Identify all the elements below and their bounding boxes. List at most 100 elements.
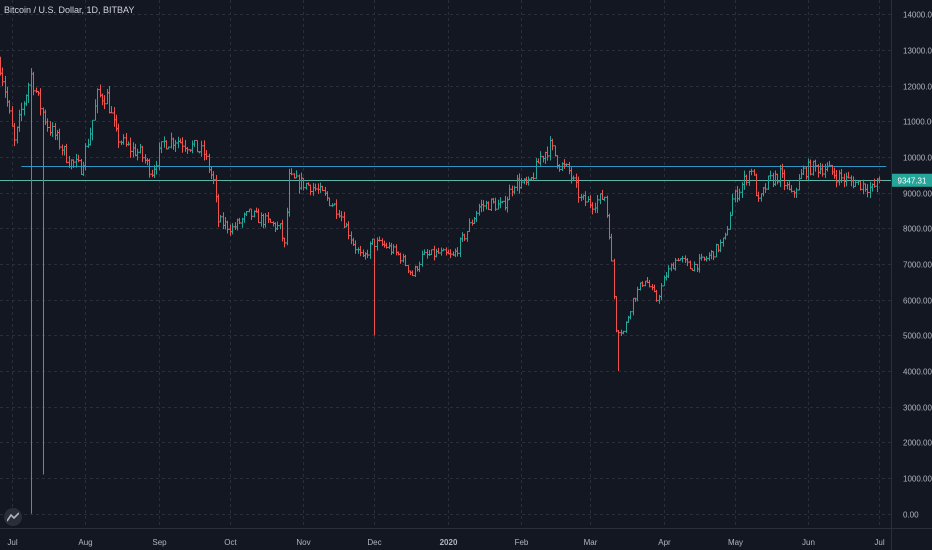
price-bar bbox=[32, 71, 35, 96]
price-bar bbox=[219, 214, 222, 223]
price-bar bbox=[572, 175, 575, 181]
price-bar bbox=[354, 240, 357, 254]
price-bar bbox=[835, 169, 838, 188]
time-tick-label: Jul bbox=[874, 538, 884, 547]
price-bar bbox=[77, 154, 80, 163]
price-bar bbox=[591, 202, 594, 215]
price-bar bbox=[257, 208, 260, 224]
price-bar bbox=[686, 257, 689, 267]
price-bar bbox=[373, 238, 376, 336]
price-bar bbox=[603, 196, 606, 202]
price-bar bbox=[238, 217, 241, 224]
tradingview-logo-icon[interactable] bbox=[4, 508, 22, 526]
price-bar bbox=[719, 239, 722, 253]
price-tick-label: 0.00 bbox=[903, 511, 919, 520]
time-tick-label: Dec bbox=[367, 538, 381, 547]
price-bar bbox=[193, 139, 196, 147]
price-tick-label: 11000.00 bbox=[903, 118, 932, 127]
price-bar bbox=[378, 236, 381, 242]
price-bar bbox=[487, 201, 490, 211]
price-bar bbox=[449, 249, 452, 259]
price-bar bbox=[13, 123, 16, 147]
price-bar bbox=[328, 197, 331, 207]
price-bar bbox=[430, 249, 433, 256]
price-bar bbox=[814, 159, 817, 172]
price-bar bbox=[809, 159, 812, 176]
price-bar bbox=[764, 183, 767, 193]
price-bar bbox=[584, 191, 587, 207]
price-bar bbox=[91, 119, 94, 141]
price-bar bbox=[27, 82, 30, 103]
price-bar bbox=[122, 134, 125, 145]
price-bar bbox=[494, 197, 497, 211]
price-bar bbox=[873, 178, 876, 188]
price-bar bbox=[392, 244, 395, 254]
price-bar bbox=[750, 168, 753, 176]
time-tick-label: Jun bbox=[802, 538, 815, 547]
time-tick-label: Feb bbox=[515, 538, 529, 547]
price-bar bbox=[205, 150, 208, 160]
price-bar bbox=[20, 102, 23, 122]
price-bar bbox=[295, 170, 298, 179]
price-bar bbox=[527, 176, 530, 186]
price-bar bbox=[155, 160, 158, 175]
price-axis[interactable]: 0.00 1000.00 2000.00 3000.00 4000.00 5000.00 6… bbox=[903, 11, 932, 520]
price-bar bbox=[283, 237, 286, 248]
price-bar bbox=[705, 256, 708, 262]
time-tick-label: Jul bbox=[7, 538, 17, 547]
price-bar bbox=[212, 171, 215, 185]
price-bar bbox=[629, 310, 632, 320]
price-bar bbox=[174, 139, 177, 153]
price-bar bbox=[456, 247, 459, 257]
price-bar bbox=[46, 118, 49, 132]
price-bar bbox=[520, 177, 523, 189]
price-bar bbox=[596, 195, 599, 214]
price-bar bbox=[231, 223, 234, 235]
price-bar bbox=[700, 253, 703, 261]
time-tick-label: Oct bbox=[224, 538, 237, 547]
price-tick-label: 14000.00 bbox=[903, 11, 932, 20]
price-tick-label: 2000.00 bbox=[903, 439, 932, 448]
price-bar bbox=[8, 100, 11, 114]
price-bar bbox=[250, 208, 253, 221]
price-bar bbox=[859, 180, 862, 191]
price-bar bbox=[551, 138, 554, 151]
price-tick-label: 3000.00 bbox=[903, 404, 932, 413]
chart-grid bbox=[0, 0, 891, 528]
price-bar bbox=[200, 140, 203, 157]
price-tick-label: 6000.00 bbox=[903, 297, 932, 306]
price-bar bbox=[411, 270, 414, 277]
price-bar bbox=[110, 106, 113, 114]
price-tick-label: 5000.00 bbox=[903, 332, 932, 341]
price-bar bbox=[738, 188, 741, 201]
price-bar bbox=[418, 261, 421, 273]
price-bar bbox=[226, 220, 229, 234]
chart-title: Bitcoin / U.S. Dollar, 1D, BITBAY bbox=[4, 5, 135, 15]
price-tick-label: 4000.00 bbox=[903, 368, 932, 377]
price-bar bbox=[276, 221, 279, 231]
time-tick-label: Nov bbox=[296, 538, 310, 547]
price-bar bbox=[117, 123, 120, 148]
price-bar bbox=[482, 200, 485, 212]
price-bar bbox=[866, 184, 869, 198]
price-bar bbox=[335, 199, 338, 219]
price-bar bbox=[565, 163, 568, 167]
time-tick-label: Mar bbox=[584, 538, 598, 547]
price-bar bbox=[39, 88, 42, 116]
price-bar bbox=[72, 159, 75, 168]
price-bar bbox=[321, 185, 324, 192]
price-bar bbox=[129, 137, 132, 158]
price-bar bbox=[828, 160, 831, 167]
price-bar bbox=[674, 258, 677, 271]
price-bar bbox=[539, 151, 542, 166]
price-bar bbox=[726, 226, 729, 236]
price-tick-label: 13000.00 bbox=[903, 47, 932, 56]
price-bar bbox=[610, 233, 613, 262]
price-bar bbox=[745, 174, 748, 186]
time-tick-label: Sep bbox=[152, 538, 167, 547]
price-bar bbox=[103, 95, 106, 110]
time-axis[interactable]: Jul Aug Sep Oct Nov Dec 2020 Feb Mar Apr May Jun Jul bbox=[7, 538, 884, 547]
price-bar bbox=[442, 248, 445, 252]
